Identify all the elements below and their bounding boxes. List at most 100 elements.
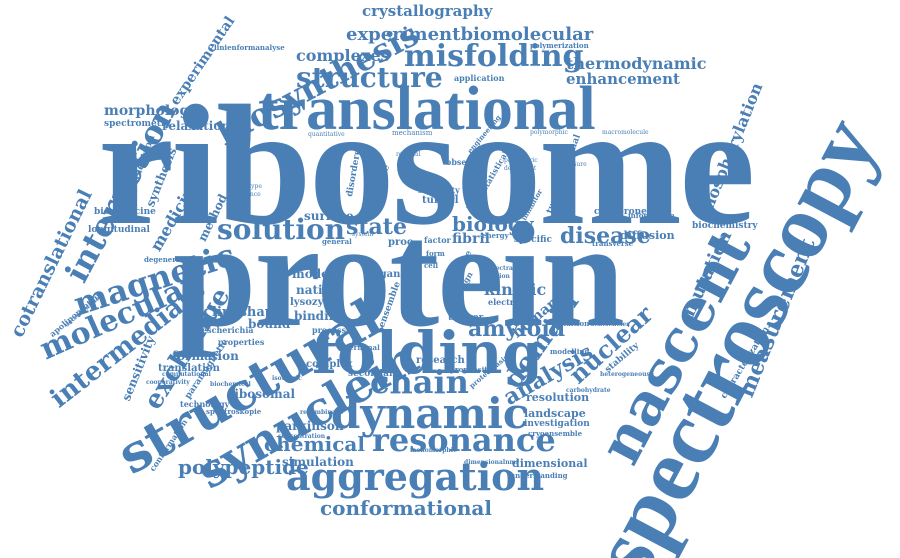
word-lineshape: lineshape: [212, 305, 283, 320]
word-biomedicine: biomedicine: [94, 207, 156, 217]
word-simulation: simulation: [282, 455, 354, 469]
word-information: information: [628, 211, 675, 220]
word-binding: binding: [294, 309, 346, 323]
word-aggregation: aggregation: [286, 454, 545, 499]
word-factor: factor: [424, 235, 451, 245]
word-biochemistry: biochemistry: [692, 221, 758, 231]
word-residual: residual: [396, 151, 421, 158]
word-application: application: [454, 73, 505, 83]
word-surface: surface: [304, 209, 354, 223]
word-condition: condition: [552, 319, 590, 328]
word-proc: proc: [388, 237, 414, 248]
word-translation: translation: [158, 363, 220, 374]
word-properties: properties: [218, 337, 265, 347]
word-fibril: fibril: [452, 231, 490, 247]
word-chain: chain: [370, 363, 469, 401]
word-complex: complex: [306, 359, 353, 370]
word-system: system: [352, 231, 374, 238]
word-lysozyme: lysozyme: [290, 297, 341, 308]
word-kinetic: kinetic: [484, 280, 547, 299]
word-solution: solution: [217, 213, 346, 246]
word-dependent: dependent: [504, 165, 537, 172]
word-native: native: [296, 283, 338, 297]
word-bound: bound: [248, 317, 291, 331]
word-protein: protein: [173, 192, 625, 358]
word-processes: processes: [312, 325, 356, 335]
word-understanding: understanding: [510, 471, 568, 480]
word-investigation: investigation: [524, 419, 590, 429]
word-polymorphic: polymorphic: [530, 129, 568, 136]
word-spectrometry: spectrometry: [104, 119, 171, 129]
word-form: form: [426, 249, 445, 258]
word-quantitative: quantitative: [308, 131, 345, 138]
word-parametric: parametric: [504, 157, 538, 164]
word-solubility: solubility: [418, 185, 460, 195]
word-concentration: concentration: [278, 433, 326, 440]
word-tunnel: tunnel: [422, 195, 459, 206]
word-formation: formation: [172, 349, 239, 363]
word-deficiencies: deficiencies: [590, 321, 630, 328]
word-spektroskopie: spektroskopie: [206, 407, 262, 416]
word-conformational: conformational: [320, 496, 492, 520]
word-structure: structure: [296, 61, 443, 94]
word-model: model: [292, 267, 334, 281]
word-crystallography: crystallography: [362, 2, 493, 20]
word-cooperativity: cooperativity: [146, 379, 190, 386]
word-specific: specific: [514, 235, 553, 245]
word-cryoensemble: cryoensemble: [528, 429, 583, 438]
word-macromolecule: macromolecule: [602, 129, 649, 136]
word-region: region: [488, 273, 510, 280]
word-modelling: modelling: [550, 347, 590, 356]
word-phenotype: phenotype: [230, 183, 262, 190]
word-technology: technology: [180, 399, 230, 409]
word-enhancement: enhancement: [566, 70, 680, 88]
word-linienformanalyse: linienformanalyse: [214, 43, 285, 52]
word-relaxation: relaxation: [162, 119, 231, 133]
word-electron: electron: [488, 297, 526, 307]
word-diffusion: diffusion: [620, 229, 675, 242]
word-cell: cell: [424, 261, 439, 270]
word-disease: disease: [560, 223, 651, 249]
word-landscape: landscape: [524, 407, 586, 420]
word-secondary: secondary: [348, 369, 399, 379]
word-research: research: [416, 355, 465, 366]
word-trigger: trigger: [448, 313, 484, 323]
word-monomorphic: monomorphic: [410, 447, 457, 454]
word-state: state: [346, 214, 407, 240]
word-thermodynamic: thermodynamic: [566, 54, 707, 73]
word-ribosomal: ribosomal: [228, 387, 296, 401]
word-folding: folding: [312, 319, 543, 387]
word-chemical: chemical: [264, 432, 365, 456]
word-parkinson: parkinson: [276, 419, 344, 433]
word-ligand: ligand: [372, 269, 408, 280]
word-experimentbiomolecular: experimentbiomolecular: [346, 24, 594, 45]
word-carbohydrate: carbohydrate: [566, 387, 611, 394]
word-heterogeneous: heterogeneous: [600, 371, 650, 378]
word-chaperone: chaperone: [594, 207, 647, 217]
word-polymerization: polymerization: [530, 41, 589, 50]
word-morphology: morphology: [104, 103, 198, 119]
word-propensity: propensity: [450, 365, 492, 374]
word-terminal: terminal: [346, 343, 380, 352]
word-transverse: transverse: [592, 239, 634, 248]
word-dimensional: dimensional: [512, 457, 588, 470]
word-longitudinal: longitudinal: [88, 225, 150, 235]
word-general: general: [322, 237, 352, 246]
word-biology: biology: [452, 212, 534, 236]
word-dynamic: dynamic: [331, 389, 529, 438]
word-translational: translational: [258, 75, 596, 143]
word-amyloid: amyloid: [468, 316, 566, 342]
word-complexes: complexes: [296, 46, 390, 65]
word-energy: energy: [482, 231, 509, 240]
word-resolution: resolution: [526, 391, 590, 404]
word-resonance: resonance: [372, 421, 556, 459]
word-misfolding: misfolding: [404, 39, 584, 74]
word-ribosome: ribosome: [98, 71, 755, 261]
word-computational: computational: [162, 371, 211, 378]
word-degeneration: degeneration: [144, 255, 197, 264]
word-spectra: spectra: [488, 265, 513, 272]
word-biochemical: biochemical: [210, 381, 251, 388]
word-polypeptide: polypeptide: [178, 455, 309, 479]
word-variant: variant: [340, 317, 372, 327]
